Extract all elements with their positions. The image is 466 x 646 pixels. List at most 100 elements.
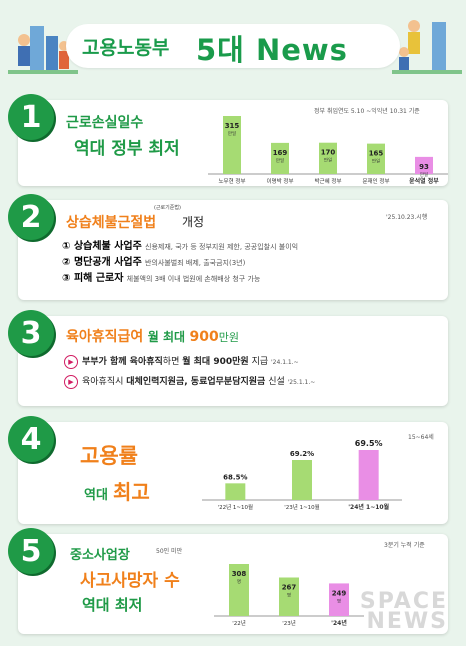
card2-date: '25.10.23.시행	[386, 214, 428, 221]
chart-bar	[271, 142, 289, 174]
chart-unit-label: 명	[337, 597, 341, 604]
chart-data-label: 165	[369, 150, 384, 158]
chart-data-label: 308	[232, 570, 247, 578]
line-text-c: 신설	[268, 377, 285, 387]
line-date: '24.1.1.~	[271, 359, 299, 366]
card3-line-2: ▶ 육아휴직시 대체인력지원금, 동료업무분담지원금 신설 '25.1.1.~	[64, 374, 315, 389]
chart-unit-label: 만일	[324, 157, 332, 164]
line-desc: 신용제재, 국가 등 정부지원 제한, 공공입찰시 불이익	[145, 243, 299, 251]
card4-subtitle-a: 역대	[84, 488, 108, 503]
chart-bar	[279, 577, 299, 616]
chart-unit-label: 명	[237, 578, 241, 585]
card2-title: 상습체불근절법	[66, 215, 157, 231]
chart-category-label: '22년	[232, 619, 246, 627]
line-text-b: 대체인력지원금, 동료업무분담지원금	[126, 377, 266, 387]
header: 고용노동부 5대 News	[0, 0, 466, 86]
news-card-4: 4 고용률 역대 최고 15~64세 68.5% '22년 1~10월 69.2% '…	[8, 416, 448, 524]
card5-note: 3분기 누적 기준	[384, 542, 425, 549]
card1-note: 정부 취임연도 5.10 ~익익년 10.31 기준	[314, 108, 420, 115]
chart-data-label: 315	[225, 122, 240, 130]
line-text-b: 하면	[162, 357, 180, 367]
line-text-c: 월 최대 900만원	[182, 357, 249, 367]
chart-data-label: 69.5%	[355, 439, 383, 448]
card4-title: 고용률	[80, 444, 138, 468]
line-text-a: 부부가 함께 육아휴직	[82, 357, 163, 367]
card4-chart: 68.5% '22년 1~10월 69.2% '23년 1~10월 69.5% '24년 …	[202, 439, 402, 511]
header-title-prefix: 고용노동부	[82, 37, 170, 59]
card4-note: 15~64세	[408, 434, 434, 441]
card1-title: 근로손실일수	[66, 115, 144, 131]
chart-unit-label: 명	[287, 591, 291, 598]
chart-unit-label: 만일	[276, 157, 284, 164]
play-icon: ▶	[64, 354, 78, 369]
chart-bar	[358, 450, 379, 500]
chart-bar	[319, 142, 337, 174]
card5-title-small: 50인 미만	[156, 548, 183, 555]
line-desc: 체불액의 3배 이내 법원에 손해배상 청구 가능	[126, 275, 261, 283]
header-title-main: 5대 News	[196, 33, 348, 67]
card5-title-b: 사고사망자 수	[80, 571, 180, 591]
chart-category-label: '23년 1~10월	[284, 503, 320, 511]
card5-title: 중소사업장	[70, 548, 130, 563]
chart-data-label: 267	[282, 583, 297, 591]
watermark: SPACE NEWS	[359, 589, 448, 634]
chart-data-label: 69.2%	[290, 450, 314, 458]
line-label: ① 상습체불 사업주	[62, 241, 142, 252]
chart-bar	[223, 116, 241, 174]
watermark-line1: SPACE	[359, 589, 448, 614]
number-badge-5: 5	[8, 528, 54, 574]
workers-illustration-right	[392, 20, 462, 74]
chart-category-label: 노무현 정부	[218, 177, 245, 185]
news-card-3: 3 육아휴직급여 월 최대 900만원 ▶ 부부가 함께 육아휴직하면 월 최대 …	[8, 310, 448, 406]
card4-subtitle: 역대 최고	[84, 476, 150, 505]
chart-category-label: '24년 1~10월	[348, 503, 389, 511]
line-text-a: 육아휴직시	[82, 377, 124, 387]
chart-data-label: 170	[321, 149, 336, 157]
card2-title-tail: 개정	[182, 215, 205, 229]
card3-title-b: 월 최대	[147, 330, 186, 344]
card2-line-3: ③ 피해 근로자 체불액의 3배 이내 법원에 손해배상 청구 가능	[62, 269, 260, 284]
chart-data-label: 169	[273, 149, 288, 157]
chart-unit-label: 만일	[372, 158, 380, 165]
news-card-5: 5 중소사업장 50인 미만 사고사망자 수 역대 최저 3분기 누적 기준 3…	[8, 528, 448, 634]
chart-unit-label: 만일	[420, 171, 428, 178]
watermark-line2: NEWS	[366, 609, 448, 634]
card1-subtitle: 역대 정부 최저	[74, 139, 180, 159]
chart-bar	[415, 156, 433, 174]
chart-data-label: 93	[419, 163, 429, 171]
card2-line-1: ① 상습체불 사업주 신용제재, 국가 등 정부지원 제한, 공공입찰시 불이익	[62, 237, 298, 252]
chart-category-label: 문재인 정부	[362, 177, 389, 185]
line-label: ② 명단공개 사업주	[62, 257, 142, 268]
line-text-d: 지급	[251, 357, 269, 367]
chart-bar	[225, 483, 246, 500]
number-badge-1: 1	[8, 94, 54, 140]
chart-category-label: '22년 1~10월	[218, 503, 254, 511]
card2-title-small: (근로기준법)	[154, 205, 181, 211]
chart-bar	[292, 460, 312, 500]
chart-bar	[229, 564, 249, 616]
number-badge-3: 3	[8, 310, 54, 356]
chart-category-label: 박근혜 정부	[314, 177, 341, 185]
card3-title-c: 900	[189, 329, 219, 345]
chart-bar	[329, 583, 349, 616]
chart-category-label: 윤석열 정부	[409, 177, 439, 185]
line-desc: 반의사불벌죄 배제, 출국금지(3년)	[145, 259, 246, 267]
card3-title-a: 육아휴직급여	[66, 329, 144, 345]
title-pill	[66, 24, 400, 68]
chart-bar	[367, 143, 385, 174]
card3-line-1: ▶ 부부가 함께 육아휴직하면 월 최대 900만원 지급 '24.1.1.~	[64, 354, 299, 369]
card4-subtitle-b: 최고	[113, 480, 150, 504]
card3-title-d: 만원	[218, 331, 239, 344]
chart-category-label: '23년	[282, 619, 296, 627]
card2-line-2: ② 명단공개 사업주 반의사불벌죄 배제, 출국금지(3년)	[62, 253, 245, 268]
play-icon: ▶	[64, 374, 78, 389]
number-badge-2: 2	[8, 194, 54, 240]
news-card-2: 2 상습체불근절법 (근로기준법) 개정 '25.10.23.시행 ① 상습체불…	[8, 194, 448, 300]
line-date: '25.1.1.~	[287, 379, 316, 386]
chart-unit-label: 만일	[228, 130, 236, 137]
chart-category-label: '24년	[331, 619, 347, 627]
line-label: ③ 피해 근로자	[62, 273, 124, 284]
